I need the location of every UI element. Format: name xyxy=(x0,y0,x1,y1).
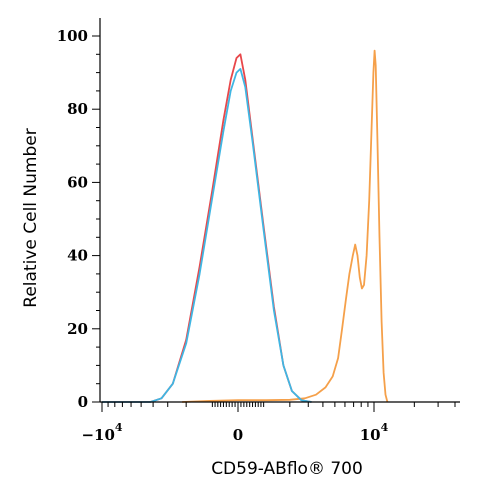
y-tick-label: 60 xyxy=(67,173,88,191)
y-tick-label: 40 xyxy=(67,247,88,265)
x-tick-label: 104 xyxy=(360,421,389,444)
y-tick-label: 20 xyxy=(67,320,88,338)
y-ticks: 0 20 40 60 80 100 xyxy=(57,27,100,411)
x-axis-title: CD59-ABflo® 700 xyxy=(211,459,363,479)
series-line-1 xyxy=(182,49,389,403)
series-lines xyxy=(102,49,389,403)
y-tick-label: 100 xyxy=(57,27,88,45)
x-tick-label: −104 xyxy=(81,421,122,444)
series-line-3 xyxy=(102,68,312,403)
x-ticks: −104 0 104 xyxy=(81,402,456,444)
x-tick-label: 0 xyxy=(233,426,243,444)
y-axis-title: Relative Cell Number xyxy=(21,128,41,307)
axes xyxy=(99,18,460,403)
y-tick-label: 0 xyxy=(78,393,88,411)
y-tick-label: 80 xyxy=(67,100,88,118)
